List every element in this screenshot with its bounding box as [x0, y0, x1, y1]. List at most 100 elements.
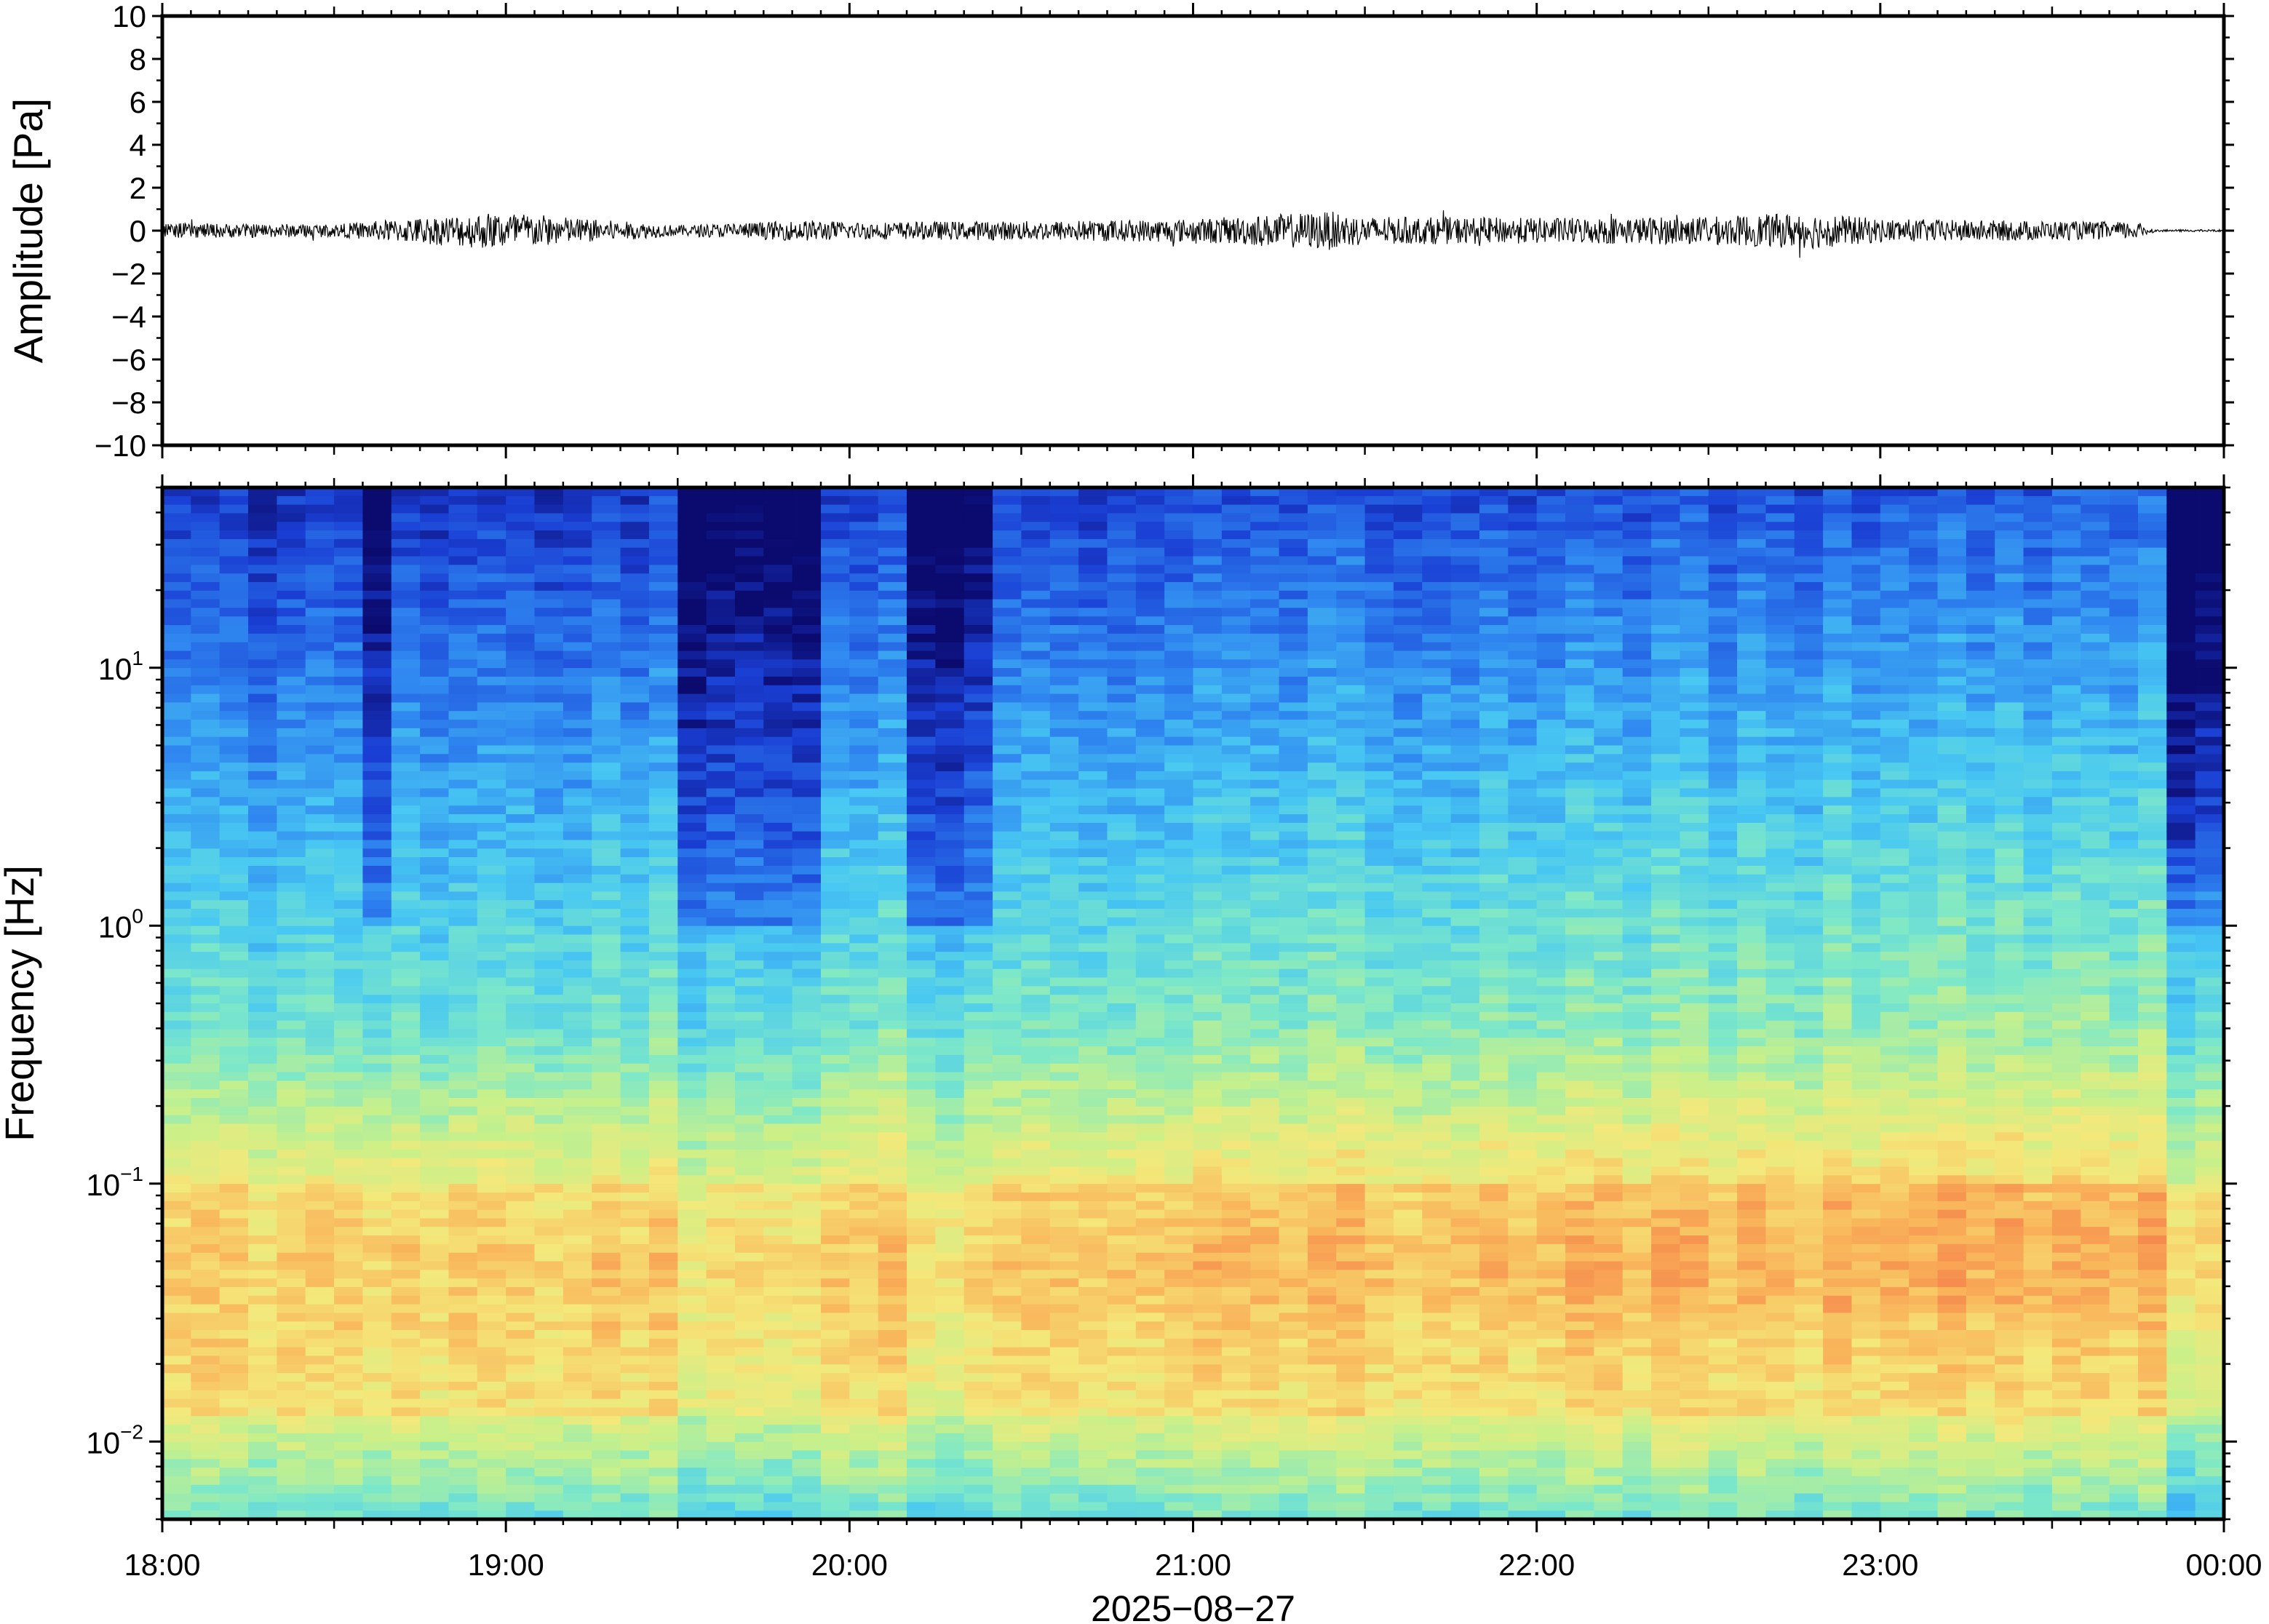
spectrogram-cell — [1193, 977, 1223, 987]
spectrogram-cell — [592, 1398, 621, 1409]
spectrogram-cell — [1164, 1398, 1194, 1409]
spectrogram-cell — [648, 1459, 679, 1468]
spectrogram-cell — [1135, 1149, 1165, 1159]
spectrogram-cell — [907, 642, 937, 652]
spectrogram-cell — [706, 693, 736, 704]
spectrogram-cell — [477, 1046, 506, 1056]
spectrogram-cell — [592, 814, 621, 824]
spectrogram-cell — [620, 1321, 650, 1331]
spectrogram-cell — [362, 831, 392, 841]
spectrogram-cell — [592, 1278, 621, 1288]
spectrogram-cell — [391, 573, 421, 583]
spectrogram-cell — [1250, 642, 1280, 652]
spectrogram-cell — [963, 1398, 993, 1409]
spectrogram-cell — [763, 968, 793, 979]
spectrogram-cell — [391, 857, 421, 867]
spectrogram-cell — [534, 1227, 564, 1236]
spectrogram-cell — [305, 1493, 335, 1503]
spectrogram-cell — [1336, 771, 1366, 781]
spectrogram-cell — [878, 1123, 907, 1134]
spectrogram-cell — [277, 625, 306, 634]
spectrogram-cell — [534, 1063, 564, 1073]
spectrogram-cell — [820, 1243, 851, 1254]
spectrogram-cell — [1021, 900, 1051, 909]
spectrogram-cell — [849, 986, 879, 995]
spectrogram-cell — [277, 1330, 306, 1340]
spectrogram-cell — [1193, 1072, 1223, 1082]
spectrogram-cell — [878, 986, 907, 995]
spectrogram-cell — [792, 865, 822, 875]
spectrogram-cell — [792, 1080, 822, 1090]
spectrogram-cell — [878, 1476, 907, 1486]
spectrogram-cell — [820, 1080, 851, 1090]
spectrogram-cell — [734, 1468, 765, 1477]
spectrogram-cell — [219, 668, 249, 677]
spectrogram-cell — [878, 1304, 907, 1314]
spectrogram-cell — [878, 960, 907, 970]
spectrogram-cell — [277, 1484, 306, 1494]
spectrogram-cell — [277, 1184, 306, 1193]
spectrogram-cell — [1021, 565, 1051, 574]
spectrogram-cell — [1135, 1450, 1165, 1460]
spectrogram-cell — [1135, 538, 1165, 549]
spectrogram-cell — [935, 1261, 965, 1271]
spectrogram-cell — [305, 728, 335, 738]
spectrogram-cell — [1107, 1149, 1137, 1159]
spectrogram-cell — [334, 805, 364, 815]
spectrogram-cell — [477, 1132, 506, 1142]
spectrogram-cell — [1279, 668, 1308, 677]
spectrogram-cell — [448, 573, 478, 583]
spectrogram-cell — [362, 986, 392, 995]
spectrogram-cell — [1164, 745, 1194, 755]
spectrogram-cell — [734, 1218, 765, 1228]
spectrogram-cell — [1049, 633, 1079, 643]
spectrogram-cell — [1078, 1304, 1108, 1314]
spectrogram-cell — [677, 779, 707, 789]
spectrogram-cell — [334, 1072, 364, 1082]
spectrogram-cell — [592, 1020, 621, 1030]
spectrogram-cell — [162, 1364, 192, 1374]
spectrogram-cell — [907, 934, 937, 944]
spectrogram-cell — [563, 1286, 593, 1297]
spectrogram-cell — [1135, 1115, 1165, 1125]
spectrogram-cell — [391, 848, 421, 858]
spectrogram-cell — [563, 763, 593, 772]
spectrogram-cell — [734, 1235, 765, 1245]
spectrogram-cell — [1307, 986, 1338, 995]
spectrogram-cell — [1049, 1011, 1079, 1022]
spectrogram-cell — [162, 590, 192, 600]
spectrogram-cell — [1107, 487, 1137, 497]
spectrogram-cell — [305, 771, 335, 781]
spectrogram-cell — [1193, 1227, 1223, 1236]
spectrogram-cell — [935, 1038, 965, 1047]
spectrogram-cell — [907, 1218, 937, 1228]
spectrogram-cell — [477, 968, 506, 979]
spectrogram-cell — [563, 1149, 593, 1159]
spectrogram-cell — [849, 1321, 879, 1331]
spectrogram-cell — [820, 556, 851, 566]
spectrogram-cell — [1193, 1106, 1223, 1116]
spectrogram-cell — [1250, 814, 1280, 824]
spectrogram-cell — [706, 1433, 736, 1443]
spectrogram-cell — [677, 556, 707, 566]
spectrogram-cell — [907, 556, 937, 566]
spectrogram-cell — [219, 599, 249, 609]
spectrogram-cell — [1135, 1476, 1165, 1486]
spectrogram-cell — [763, 848, 793, 858]
spectrogram-cell — [1250, 676, 1280, 686]
spectrogram-cell — [792, 840, 822, 850]
spectrogram-cell — [1221, 1235, 1251, 1245]
spectrogram-cell — [1164, 1270, 1194, 1279]
spectrogram-cell — [191, 1072, 220, 1082]
spectrogram-cell — [1078, 522, 1108, 531]
spectrogram-cell — [820, 1089, 851, 1099]
spectrogram-cell — [1279, 1278, 1308, 1288]
spectrogram-cell — [248, 1158, 278, 1168]
spectrogram-cell — [792, 745, 822, 755]
spectrogram-cell — [907, 900, 937, 909]
spectrogram-cell — [334, 1356, 364, 1366]
spectrogram-cell — [334, 1441, 364, 1452]
spectrogram-cell — [648, 1364, 679, 1374]
spectrogram-cell — [1250, 788, 1280, 798]
spectrogram-cell — [362, 556, 392, 566]
